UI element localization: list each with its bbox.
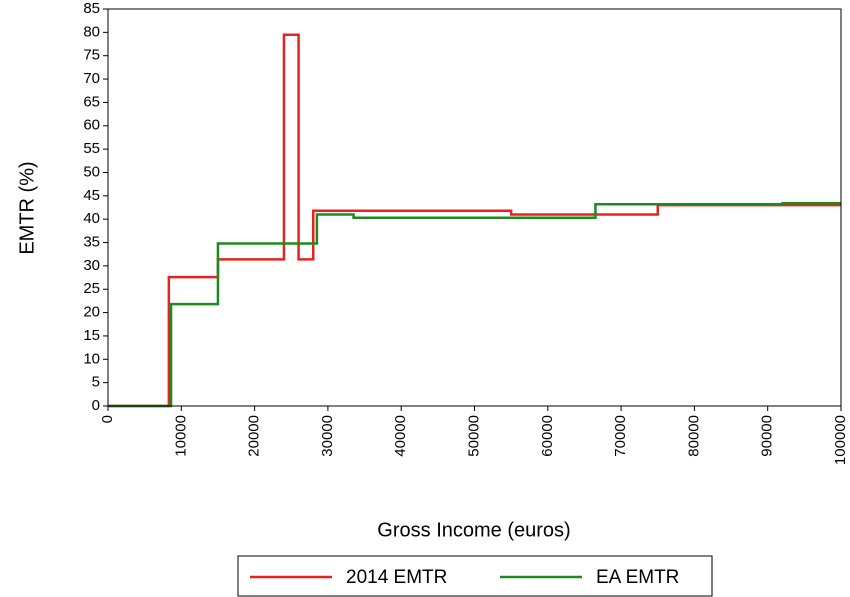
- y-tick-label: 35: [83, 233, 100, 250]
- x-axis-title: Gross Income (euros): [377, 519, 570, 541]
- x-tick-label: 60000: [539, 415, 556, 457]
- y-tick-label: 80: [83, 23, 100, 40]
- y-tick-label: 65: [83, 93, 100, 110]
- y-axis-title: EMTR (%): [16, 161, 38, 254]
- y-tick-label: 30: [83, 257, 100, 274]
- y-tick-label: 55: [83, 140, 100, 157]
- legend-label: 2014 EMTR: [346, 567, 447, 588]
- x-tick-label: 80000: [685, 415, 702, 457]
- x-tick-label: 90000: [759, 415, 776, 457]
- y-tick-label: 10: [83, 350, 100, 367]
- y-tick-label: 25: [83, 280, 100, 297]
- y-tick-label: 15: [83, 327, 100, 344]
- x-tick-label: 30000: [319, 415, 336, 457]
- y-tick-label: 20: [83, 304, 100, 321]
- y-tick-label: 70: [83, 70, 100, 87]
- series-line: [108, 33, 841, 408]
- plot-frame: [107, 8, 842, 407]
- y-tick-label: 60: [83, 117, 100, 134]
- y-tick-label: 85: [83, 0, 100, 17]
- y-tick-label: 75: [83, 47, 100, 64]
- y-tick-label: 40: [83, 210, 100, 227]
- x-tick-label: 70000: [612, 415, 629, 457]
- y-tick-label: 45: [83, 187, 100, 204]
- y-tick-label: 50: [83, 163, 100, 180]
- x-tick-label: 0: [99, 415, 116, 423]
- x-tick-label: 50000: [465, 415, 482, 457]
- legend-label: EA EMTR: [596, 567, 679, 588]
- x-tick-label: 10000: [172, 415, 189, 457]
- x-tick-label: 20000: [246, 415, 263, 457]
- series-line: [108, 202, 841, 408]
- y-tick-label: 5: [92, 374, 100, 391]
- legend-box: [237, 555, 713, 597]
- x-tick-label: 100000: [832, 415, 849, 465]
- y-tick-label: 0: [92, 397, 100, 414]
- x-tick-label: 40000: [392, 415, 409, 457]
